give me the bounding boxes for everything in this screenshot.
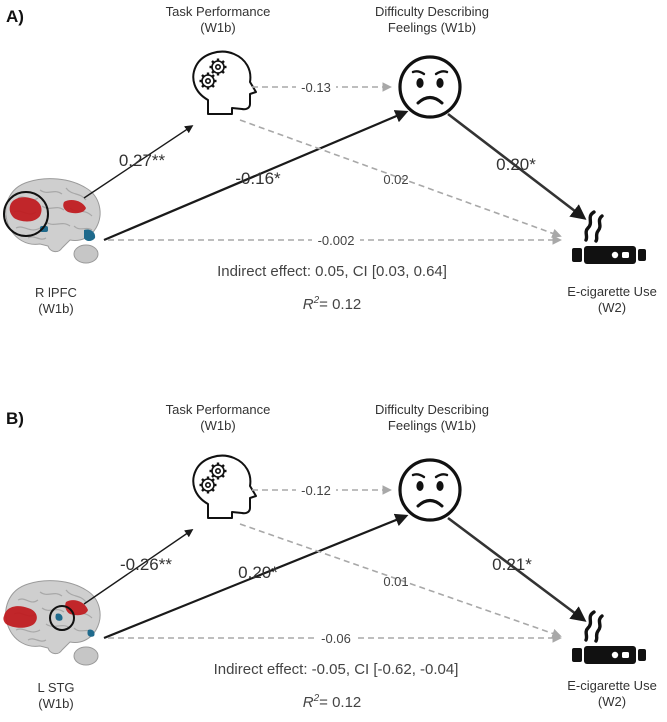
panel-b-path-x-m1 [83, 529, 194, 605]
panel-a-mediator2-title-line2: Feelings (W1b) [388, 20, 476, 35]
panel-a-outcome-wave: (W2) [598, 300, 626, 315]
panel-b-predictor-title: L STG [37, 680, 74, 695]
panel-a-mediator1-title: Task Performance [166, 4, 271, 19]
panel-a-coef-x-m2: -0.16* [235, 169, 281, 188]
panel-b-label: B) [6, 409, 24, 428]
panel-a-coef-x-m1: 0.27** [119, 151, 166, 170]
panel-b-predictor-wave: (W1b) [38, 696, 73, 711]
panel-b-coef-m2-y: 0.21* [492, 555, 532, 574]
panel-b-coef-m1-y: 0.01 [383, 574, 408, 589]
panel-b-path-m1-y [239, 523, 562, 638]
panel-a-brain-image [3, 178, 101, 264]
panel-a-coef-m1-m2: -0.13 [301, 80, 331, 95]
panel-a-sad-face-icon [398, 55, 462, 119]
panel-b-path-m2-y [447, 516, 587, 622]
panel-a-predictor-wave: (W1b) [38, 301, 73, 316]
panel-a-path-x-m2 [103, 110, 409, 242]
panel-a-label: A) [6, 7, 24, 26]
panel-b-outcome-wave: (W2) [598, 694, 626, 709]
panel-b-coef-x-m1: -0.26** [120, 555, 172, 574]
panel-a-coef-m2-y: 0.20* [496, 155, 536, 174]
panel-a-outcome-title: E-cigarette Use [567, 284, 657, 299]
panel-a-path-m1-y [239, 119, 562, 238]
panel-a-mediator2-title-line1: Difficulty Describing [375, 4, 489, 19]
panel-a: A) Task Performance (W1b) Difficulty Des… [3, 4, 657, 316]
panel-b-mediator2-title-line1: Difficulty Describing [375, 402, 489, 417]
panel-b-head-gears-icon [192, 454, 258, 520]
panel-b-mediator1-wave: (W1b) [200, 418, 235, 433]
panel-a-coef-x-y: -0.002 [318, 233, 355, 248]
panel-b-mediator1-title: Task Performance [166, 402, 271, 417]
panel-a-predictor-title: R lPFC [35, 285, 77, 300]
panel-b: B) Task Performance (W1b) Difficulty Des… [3, 402, 657, 711]
panel-b-coef-x-y: -0.06 [321, 631, 351, 646]
panel-a-head-gears-icon [192, 50, 258, 116]
panel-b-sad-face-icon [398, 458, 462, 522]
panel-a-path-m2-y [447, 112, 587, 220]
panel-b-indirect-effect: Indirect effect: -0.05, CI [-0.62, -0.04… [214, 661, 459, 678]
panel-b-mediator2-title-line2: Feelings (W1b) [388, 418, 476, 433]
panel-a-coef-m1-y: 0.02 [383, 172, 408, 187]
panel-b-coef-x-m2: 0.20* [238, 563, 278, 582]
panel-a-indirect-effect: Indirect effect: 0.05, CI [0.03, 0.64] [217, 263, 447, 280]
panel-b-outcome-title: E-cigarette Use [567, 678, 657, 693]
panel-a-ecigarette-icon [570, 210, 648, 266]
panel-b-coef-m1-m2: -0.12 [301, 483, 331, 498]
panel-b-r-squared: R2= 0.12 [303, 693, 362, 711]
panel-a-r-squared: R2= 0.12 [303, 295, 362, 313]
panel-b-path-x-m2 [103, 513, 409, 640]
panel-a-mediator1-wave: (W1b) [200, 20, 235, 35]
panel-a-path-x-m1 [83, 125, 194, 199]
panel-b-brain-image [3, 580, 101, 666]
